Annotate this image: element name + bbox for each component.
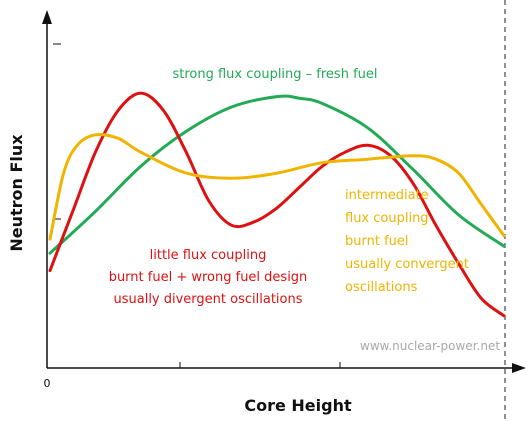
annotation-strong-coupling: strong flux coupling – fresh fuel	[172, 67, 377, 82]
annotation-little-coupling: little flux coupling burnt fuel + wrong f…	[109, 248, 308, 307]
annotation-intermediate-coupling-line-0: intermediate	[345, 188, 429, 203]
series-layer	[48, 91, 506, 318]
series-line-little-coupling	[48, 91, 506, 318]
annotation-strong-coupling-line-0: strong flux coupling – fresh fuel	[172, 67, 377, 82]
y-axis-arrow	[42, 10, 52, 24]
series-line-strong-coupling	[48, 94, 506, 255]
y-axis-title: Neutron Flux	[7, 134, 26, 252]
annotation-intermediate-coupling-line-3: usually convergent	[345, 257, 469, 272]
annotation-intermediate-coupling-line-4: oscillations	[345, 280, 418, 295]
x-tick-label-0: 0	[44, 377, 51, 390]
annotation-little-coupling-line-0: little flux coupling	[150, 248, 267, 263]
annotation-little-coupling-line-2: usually divergent oscillations	[113, 292, 302, 307]
x-axis-arrow	[512, 363, 526, 373]
annotation-little-coupling-line-1: burnt fuel + wrong fuel design	[109, 270, 308, 285]
annotation-intermediate-coupling: intermediate flux coupling burnt fuel usual…	[345, 188, 469, 295]
annotation-layer: strong flux coupling – fresh fuel little …	[109, 67, 469, 307]
series-line-intermediate-coupling	[48, 132, 506, 241]
annotation-intermediate-coupling-line-1: flux coupling	[345, 211, 429, 226]
annotation-intermediate-coupling-line-2: burnt fuel	[345, 234, 409, 249]
watermark: www.nuclear-power.net	[360, 339, 500, 353]
x-axis-title: Core Height	[244, 396, 352, 415]
